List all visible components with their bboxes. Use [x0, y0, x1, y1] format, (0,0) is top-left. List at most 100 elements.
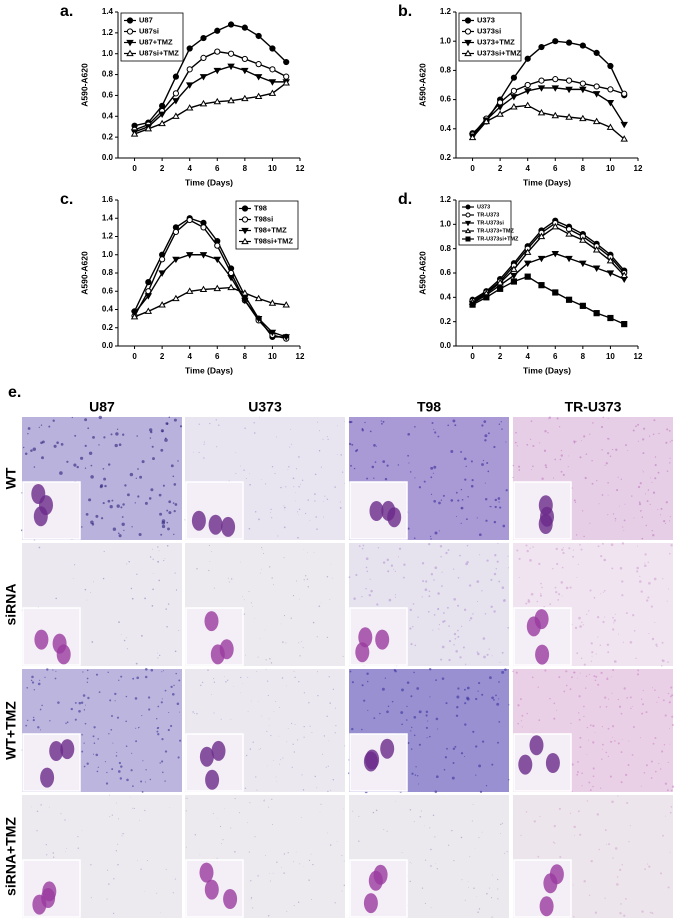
marker	[523, 101, 532, 109]
series-line	[134, 23, 287, 127]
cell	[118, 761, 122, 765]
cell	[575, 440, 577, 443]
cell	[250, 880, 252, 882]
cell	[421, 596, 423, 598]
cell	[430, 466, 434, 470]
cell	[461, 498, 464, 501]
marker	[552, 289, 559, 296]
cell	[84, 722, 87, 725]
cell	[295, 492, 297, 493]
cell	[582, 624, 584, 626]
cell	[472, 613, 474, 615]
cell	[648, 435, 651, 437]
cell	[631, 754, 634, 756]
x-tick-label: 2	[498, 164, 503, 173]
cell	[481, 463, 484, 466]
cell	[83, 765, 86, 768]
cell	[608, 698, 610, 700]
cell	[171, 692, 175, 696]
cell	[611, 448, 614, 451]
marker	[523, 260, 532, 268]
cell	[640, 737, 641, 739]
cell	[92, 436, 95, 439]
marker	[496, 104, 504, 111]
cell	[476, 896, 477, 897]
cell	[612, 628, 615, 631]
cell	[86, 681, 89, 683]
cell	[86, 677, 89, 680]
panel-label: b.	[398, 3, 412, 20]
cell	[186, 797, 188, 799]
cell	[355, 573, 358, 577]
cell	[561, 595, 563, 597]
marker	[241, 216, 249, 223]
cell	[668, 588, 670, 590]
cell	[595, 675, 598, 678]
cell	[169, 806, 170, 808]
y-tick-label: 0.0	[102, 153, 114, 162]
cell	[647, 596, 650, 599]
cell	[425, 714, 428, 717]
cell	[567, 466, 569, 468]
cell	[609, 775, 612, 778]
cell	[662, 834, 664, 837]
cell	[138, 726, 140, 728]
cell	[501, 651, 504, 654]
cell	[152, 558, 154, 560]
cell	[583, 880, 586, 883]
cell	[52, 852, 55, 854]
cell	[173, 684, 175, 687]
cell	[667, 761, 669, 763]
cell	[475, 745, 478, 748]
cell	[60, 443, 64, 446]
cell	[293, 486, 295, 488]
cell	[172, 892, 174, 894]
cell	[614, 740, 616, 742]
cell	[626, 697, 629, 699]
cell	[667, 692, 670, 695]
cell	[436, 868, 438, 870]
cell	[648, 582, 651, 585]
cell	[425, 726, 428, 729]
marker	[268, 299, 277, 306]
cell	[168, 500, 172, 504]
cell	[507, 626, 510, 629]
cell	[386, 710, 389, 714]
cell	[272, 584, 274, 586]
cell	[144, 667, 148, 671]
x-tick-label: 4	[187, 164, 192, 173]
cell	[366, 570, 369, 573]
cell	[32, 719, 35, 722]
cell	[540, 592, 542, 595]
cell	[81, 750, 84, 753]
cell	[39, 708, 42, 711]
cell	[332, 577, 334, 579]
cell	[196, 713, 198, 715]
cell	[608, 438, 610, 440]
cell	[109, 699, 112, 702]
marker	[213, 284, 221, 292]
cell	[213, 678, 215, 680]
cell	[652, 742, 655, 745]
cell	[111, 499, 114, 502]
cell	[327, 790, 329, 793]
cell	[130, 796, 131, 798]
cell	[326, 576, 329, 578]
cell	[441, 585, 443, 587]
cell	[493, 445, 496, 449]
cell	[573, 825, 576, 829]
panel-label: c.	[60, 191, 73, 208]
cell	[283, 853, 286, 855]
cell	[591, 482, 594, 485]
cell	[348, 576, 351, 579]
marker	[524, 55, 531, 62]
cell	[307, 499, 309, 501]
cell	[147, 696, 151, 699]
cell	[543, 449, 547, 452]
inset-cell	[204, 611, 219, 632]
cell	[267, 806, 269, 808]
cell	[595, 653, 597, 655]
cell	[620, 903, 622, 905]
cell	[442, 620, 445, 623]
legend-label: T98	[254, 203, 267, 212]
